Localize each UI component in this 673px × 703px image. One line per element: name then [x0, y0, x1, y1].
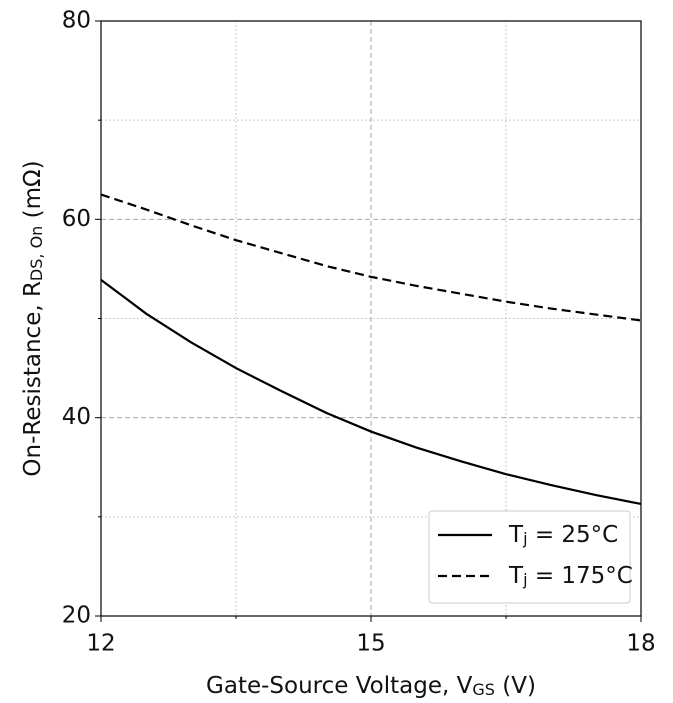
x-axis-label: Gate-Source Voltage, VGS (V)	[206, 673, 536, 699]
y-tick-label: 40	[62, 404, 91, 430]
legend-label-part: j	[522, 570, 527, 589]
x-tick-label: 12	[86, 631, 115, 657]
legend-label-part: = 175°C	[528, 563, 633, 589]
data-line	[100, 193, 642, 322]
y-axis-label: On-Resistance, RDS, On (mΩ)	[20, 160, 46, 476]
x-axis-label-part: GS	[472, 680, 495, 699]
legend-label-part: j	[522, 529, 527, 548]
y-axis-label-part: On-Resistance, R	[20, 281, 46, 477]
x-axis-label-part: Gate-Source Voltage, V	[206, 673, 473, 699]
y-tick-label: 20	[62, 603, 91, 629]
legend-label-part: = 25°C	[528, 522, 619, 548]
x-axis-label-part: (V)	[495, 673, 536, 699]
x-tick-label: 15	[356, 631, 385, 657]
data-line	[100, 278, 642, 506]
y-tick-label: 80	[62, 8, 91, 34]
legend-label-part: T	[508, 522, 524, 548]
x-tick-label: 18	[626, 631, 655, 657]
legend-label: Tj = 25°C	[508, 522, 618, 548]
plot-frame	[100, 20, 642, 617]
y-tick-label: 60	[62, 206, 91, 232]
y-axis-label-part: DS, On	[27, 226, 46, 281]
legend-label-part: T	[508, 563, 524, 589]
legend-label: Tj = 175°C	[508, 563, 633, 589]
y-axis-label-part: (mΩ)	[20, 160, 46, 225]
